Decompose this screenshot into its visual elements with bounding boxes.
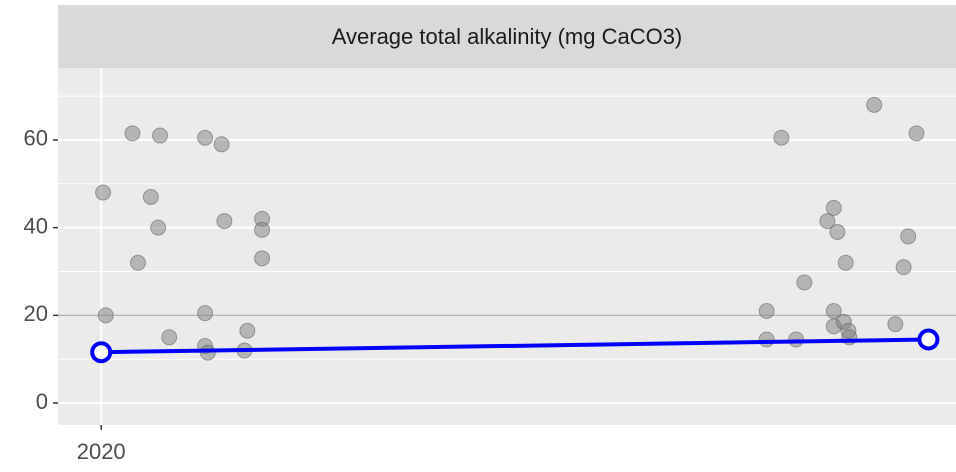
point [758,302,775,319]
point [197,129,214,146]
point [819,213,836,230]
point [142,188,159,205]
point [895,259,912,276]
point [216,213,233,230]
point [129,254,146,271]
point [239,322,256,339]
facet-strip [58,5,956,68]
trend-point [917,328,940,351]
point [254,221,271,238]
point [825,199,842,216]
x-tick-label: 2020 [77,439,126,464]
point [124,125,141,142]
point [908,125,925,142]
y-tick-label: 40 [24,213,48,238]
point [829,224,846,241]
point [796,274,813,291]
chart-title: Average total alkalinity (mg CaCO3) [332,24,683,49]
point [773,129,790,146]
point [95,184,112,201]
point [837,254,854,271]
y-tick-label: 0 [36,389,48,414]
point [866,96,883,113]
point [900,228,917,245]
point [97,307,114,324]
point [197,305,214,322]
point [213,136,230,153]
point [254,250,271,267]
y-tick-label: 60 [24,126,48,151]
trend-line [101,337,929,355]
y-tick-label: 20 [24,301,48,326]
panel [58,68,956,425]
point [150,219,167,236]
point [887,316,904,333]
point [758,331,775,348]
point [152,127,169,144]
point [161,329,178,346]
trend-point [90,341,113,364]
